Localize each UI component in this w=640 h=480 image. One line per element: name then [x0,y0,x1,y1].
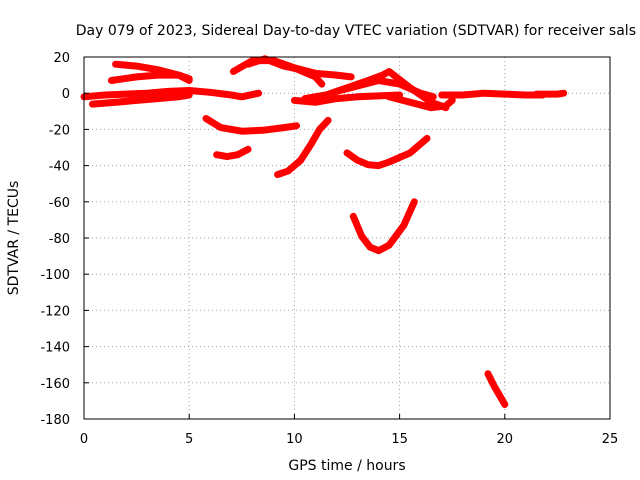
x-tick-label: 25 [602,432,619,447]
x-tick-label: 0 [80,432,88,447]
y-tick-label: 0 [62,87,70,102]
series-layer [80,55,568,408]
series-line-15 [349,198,418,255]
y-tick-label: -140 [40,341,70,356]
gridlines [84,57,610,419]
x-tick-label: 15 [391,432,408,447]
x-axis-label: GPS time / hours [288,458,405,474]
x-tick-label: 10 [286,432,303,447]
y-tick-label: -60 [49,196,70,211]
series-line-2 [88,91,193,108]
x-tick-label: 20 [497,432,514,447]
series-line-5 [202,115,300,135]
y-tick-label: 20 [53,51,70,66]
y-tick-label: -120 [40,304,70,319]
x-tick-label: 5 [185,432,193,447]
series-line-4 [112,60,193,84]
y-tick-label: -100 [40,268,70,283]
series-line-16 [385,93,456,112]
series-line-9 [269,57,355,81]
series-line-10 [274,116,332,179]
y-tick-label: -160 [40,377,70,392]
series-line-6 [213,145,252,161]
series-line-17 [438,89,547,99]
y-axis-label: SDTVAR / TECUs [6,181,22,296]
tick-labels: 0 5 10 15 20 25 20 0 -20 -40 -60 -80 -100 -120 -140 -16… [40,51,618,447]
series-line-11 [290,91,404,106]
y-tick-label: -20 [49,123,70,138]
plot-frame [83,56,611,420]
y-tick-label: -80 [49,232,70,247]
series-line-18 [532,89,568,98]
y-tick-label: -40 [49,160,70,175]
series-line-14 [343,134,431,170]
series-line-13 [333,77,437,101]
y-tick-label: -180 [40,413,70,428]
series-line-19 [484,370,509,408]
series-line-1 [80,87,263,101]
chart-title: Day 079 of 2023, Sidereal Day-to-day VTE… [76,23,636,39]
